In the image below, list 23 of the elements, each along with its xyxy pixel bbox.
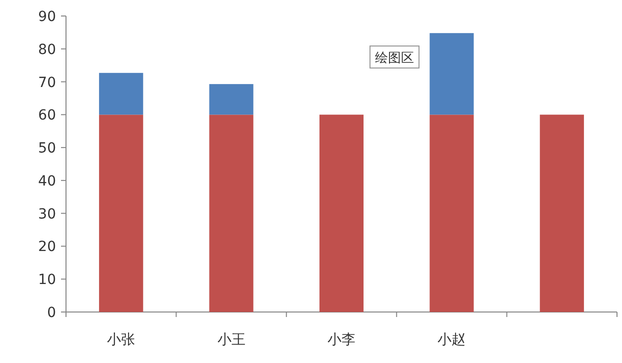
x-tick-label: 小李 [328, 332, 356, 348]
y-tick-label: 60 [38, 108, 56, 124]
x-tick-label: 小赵 [438, 332, 466, 348]
bar [430, 33, 474, 115]
bar [99, 72, 144, 115]
bar [209, 84, 254, 115]
annotation: 绘图区 [375, 51, 414, 66]
x-tick-label: 小张 [107, 332, 136, 348]
y-tick-label: 30 [38, 206, 56, 222]
y-tick-label: 40 [38, 173, 56, 190]
x-tick-label: 小王 [217, 332, 246, 348]
bar [540, 114, 584, 312]
y-tick-label: 0 [47, 305, 56, 321]
y-tick-label: 10 [38, 272, 56, 288]
y-tick-label: 50 [38, 140, 56, 157]
bar [319, 114, 364, 312]
bar [99, 114, 144, 312]
y-tick-label: 90 [38, 9, 56, 25]
bar [430, 114, 474, 312]
y-tick-label: 20 [38, 239, 56, 256]
y-tick-label: 80 [38, 42, 56, 58]
y-tick-label: 70 [38, 74, 56, 91]
bar [209, 114, 254, 312]
